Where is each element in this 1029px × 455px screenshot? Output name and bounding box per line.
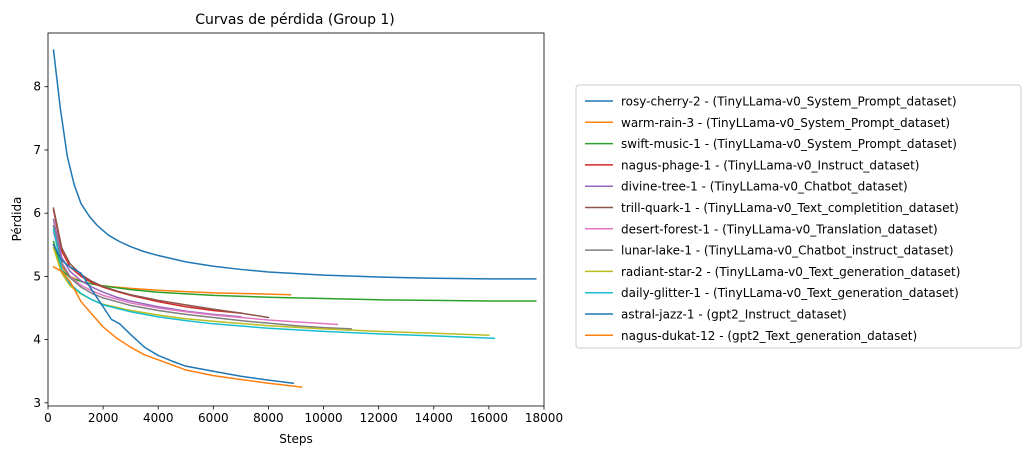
- legend-entry: nagus-dukat-12 - (gpt2_Text_generation_d…: [621, 329, 917, 343]
- legend-entry: daily-glitter-1 - (TinyLLama-v0_Text_gen…: [621, 286, 959, 300]
- legend-entry: divine-tree-1 - (TinyLLama-v0_Chatbot_da…: [621, 180, 908, 194]
- legend-entry: nagus-phage-1 - (TinyLLama-v0_Instruct_d…: [621, 158, 919, 172]
- series-line-1: [52, 49, 537, 280]
- series-line-12: [52, 265, 303, 388]
- y-tick-label: 5: [33, 269, 41, 283]
- x-tick-label: 18000: [525, 411, 563, 425]
- x-axis-label: Steps: [279, 432, 313, 446]
- x-tick-label: 6000: [198, 411, 229, 425]
- y-tick-label: 6: [33, 206, 41, 220]
- chart-title: Curvas de pérdida (Group 1): [195, 12, 395, 28]
- series-line-11: [52, 243, 295, 385]
- series-line-6: [52, 207, 270, 319]
- legend-entry: astral-jazz-1 - (gpt2_Instruct_dataset): [621, 308, 847, 322]
- x-tick-label: 0: [44, 411, 52, 425]
- legend-entry: rosy-cherry-2 - (TinyLLama-v0_System_Pro…: [621, 95, 957, 109]
- y-tick-label: 3: [33, 396, 41, 410]
- y-axis-label: Pérdida: [10, 197, 24, 242]
- legend-entry: swift-music-1 - (TinyLLama-v0_System_Pro…: [621, 137, 957, 151]
- plot-area: 0 2000 4000 6000 8000 10000 12000 14000 16000 180…: [33, 32, 563, 425]
- legend-entry: desert-forest-1 - (TinyLLama-v0_Translat…: [621, 222, 938, 236]
- series-line-8: [52, 224, 352, 330]
- series-lines: [52, 49, 537, 388]
- legend-entry: warm-rain-3 - (TinyLLama-v0_System_Promp…: [621, 116, 950, 130]
- legend-box: [575, 84, 1022, 349]
- x-tick-label: 16000: [470, 411, 508, 425]
- x-tick-label: 4000: [143, 411, 174, 425]
- legend-entry: lunar-lake-1 - (TinyLLama-v0_Chatbot_ins…: [621, 244, 954, 258]
- x-tick-label: 2000: [88, 411, 119, 425]
- legend-entry: trill-quark-1 - (TinyLLama-v0_Text_compl…: [621, 201, 959, 215]
- series-line-7: [52, 231, 339, 326]
- legend-entry: radiant-star-2 - (TinyLLama-v0_Text_gene…: [621, 265, 960, 279]
- x-tick-label: 14000: [415, 411, 453, 425]
- y-tick-label: 8: [33, 80, 41, 94]
- x-tick-label: 10000: [304, 411, 342, 425]
- x-tick-label: 12000: [360, 411, 398, 425]
- y-tick-label: 7: [33, 143, 41, 157]
- x-tick-label: 8000: [253, 411, 284, 425]
- legend: rosy-cherry-2 - (TinyLLama-v0_System_Pro…: [575, 84, 1022, 349]
- axes-frame: [47, 32, 545, 407]
- y-tick-label: 4: [33, 333, 41, 347]
